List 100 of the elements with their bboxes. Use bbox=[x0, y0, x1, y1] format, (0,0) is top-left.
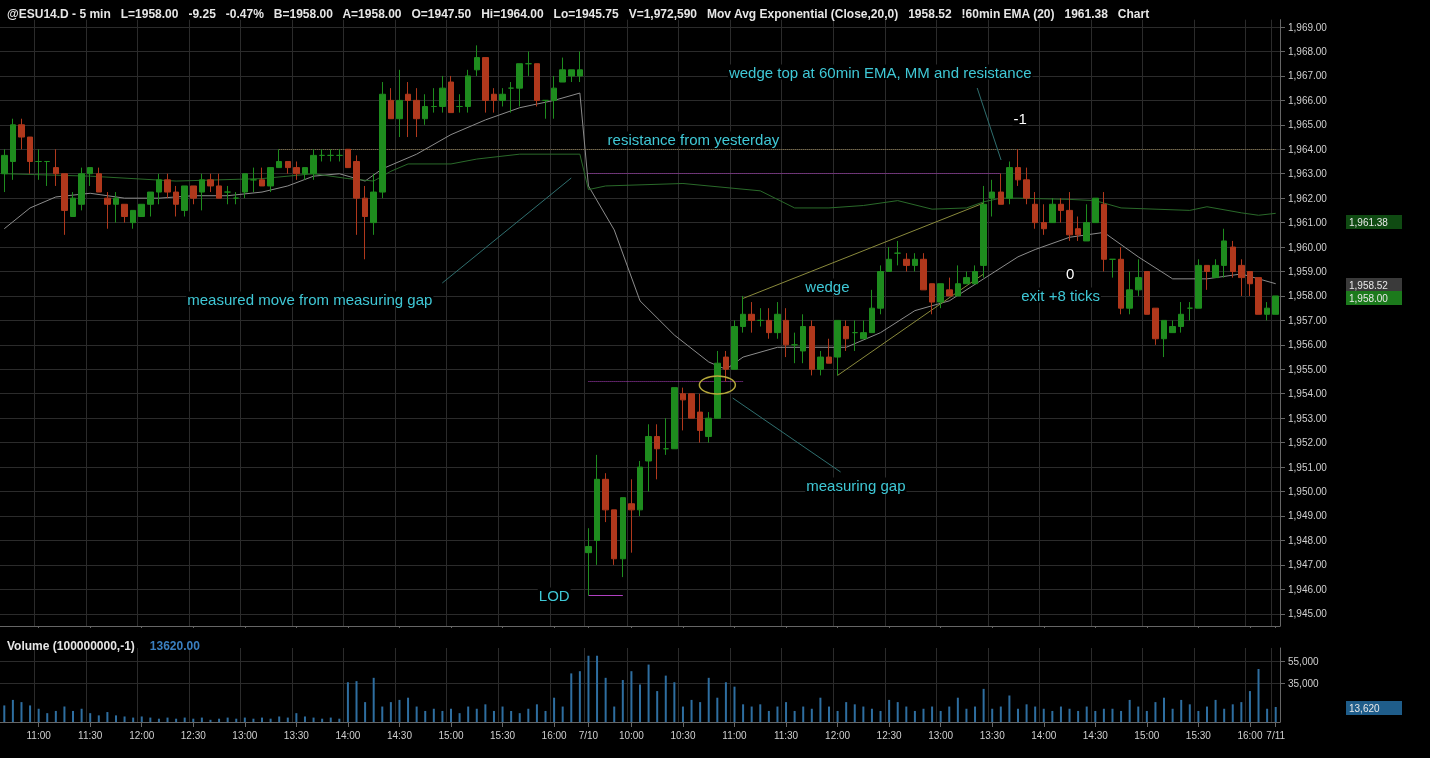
candlestick bbox=[474, 44, 480, 77]
candlestick bbox=[302, 167, 308, 181]
bar bbox=[1180, 699, 1183, 722]
chart-title: Volume (100000000,-1) bbox=[7, 639, 135, 653]
candlestick bbox=[216, 173, 222, 199]
y-tick-label: 1,963.00 bbox=[1288, 168, 1328, 180]
candlestick bbox=[559, 57, 566, 83]
candlestick bbox=[87, 167, 93, 187]
candlestick bbox=[491, 87, 497, 114]
candlestick bbox=[18, 118, 25, 150]
candlestick bbox=[826, 338, 832, 364]
annotation: measured move from measuring gap bbox=[187, 290, 433, 308]
y-tick-label: 1,956.00 bbox=[1288, 339, 1328, 351]
candlestick bbox=[1101, 191, 1107, 273]
x-tick-label: 12:00 bbox=[129, 729, 155, 741]
candlestick bbox=[1161, 319, 1167, 358]
bar bbox=[467, 706, 470, 722]
candlestick bbox=[757, 307, 764, 328]
bar bbox=[1128, 699, 1131, 722]
candlestick bbox=[1135, 258, 1142, 297]
x-tick-label: 16:00 bbox=[1237, 729, 1263, 741]
bar bbox=[716, 697, 719, 722]
candlestick bbox=[53, 148, 59, 187]
bar bbox=[982, 688, 985, 722]
x-tick-label: 15:30 bbox=[490, 729, 516, 741]
candlestick bbox=[645, 423, 652, 493]
candlestick bbox=[310, 148, 317, 181]
bar bbox=[1111, 708, 1114, 722]
bar bbox=[724, 682, 727, 722]
candlestick bbox=[1092, 197, 1099, 224]
candlestick bbox=[585, 527, 592, 596]
candlestick bbox=[731, 319, 738, 370]
candlestick bbox=[147, 191, 154, 217]
candlestick bbox=[894, 240, 901, 266]
bar bbox=[1257, 668, 1260, 722]
bar bbox=[699, 702, 702, 722]
candlestick bbox=[113, 191, 119, 224]
candlestick bbox=[121, 203, 128, 224]
candlestick bbox=[1, 148, 8, 193]
y-tick-label: 1,948.00 bbox=[1288, 534, 1328, 546]
candlestick bbox=[1178, 301, 1184, 334]
candlestick bbox=[1041, 203, 1047, 236]
bar bbox=[553, 697, 556, 722]
text: 13,620 bbox=[1349, 702, 1381, 714]
bar bbox=[89, 713, 92, 722]
y-tick-label: 1,958.00 bbox=[1288, 290, 1328, 302]
bar bbox=[974, 706, 977, 722]
bar bbox=[664, 675, 667, 722]
x-tick-label: 11:00 bbox=[722, 729, 748, 741]
bar bbox=[492, 710, 495, 722]
bar bbox=[140, 716, 143, 722]
candlestick bbox=[903, 252, 910, 273]
bar bbox=[114, 715, 117, 722]
bar bbox=[1120, 710, 1123, 722]
candlestick bbox=[766, 307, 772, 340]
bar bbox=[1085, 706, 1088, 722]
candlestick bbox=[353, 154, 360, 236]
candlestick bbox=[1075, 216, 1081, 242]
candlestick bbox=[920, 252, 927, 291]
candlestick bbox=[1049, 197, 1056, 224]
y-tick-label: 55,000 bbox=[1288, 655, 1320, 667]
bar bbox=[544, 710, 547, 722]
candlestick bbox=[336, 148, 343, 162]
bar bbox=[759, 704, 762, 722]
bar bbox=[398, 699, 401, 722]
x-tick-label: 13:00 bbox=[928, 729, 954, 741]
candlestick bbox=[594, 454, 600, 566]
bar bbox=[999, 706, 1002, 722]
bar bbox=[1248, 691, 1251, 722]
y-tick-label: 1,954.00 bbox=[1288, 388, 1328, 400]
bar bbox=[793, 710, 796, 722]
candlestick bbox=[671, 387, 678, 450]
candlestick bbox=[1221, 228, 1227, 279]
candlestick bbox=[499, 87, 506, 107]
bar bbox=[106, 712, 109, 722]
bar bbox=[690, 699, 693, 722]
candlestick bbox=[388, 87, 394, 120]
candlestick bbox=[611, 509, 617, 566]
candlestick bbox=[525, 50, 532, 77]
bar bbox=[450, 708, 453, 722]
bar bbox=[1231, 704, 1234, 722]
x-tick-label: 12:30 bbox=[180, 729, 207, 741]
bar bbox=[1205, 706, 1208, 722]
candlestick bbox=[1264, 301, 1270, 321]
bar bbox=[295, 713, 298, 722]
candlestick bbox=[568, 69, 575, 83]
candlestick bbox=[877, 264, 884, 315]
candlestick bbox=[35, 148, 42, 181]
x-tick-label: 11:30 bbox=[773, 729, 799, 741]
bar bbox=[1145, 710, 1148, 722]
candlestick bbox=[431, 87, 437, 114]
annotation: exit +8 ticks bbox=[1021, 286, 1100, 304]
bar bbox=[827, 706, 830, 722]
candlestick bbox=[602, 472, 609, 523]
text: 1,958.52 bbox=[1349, 279, 1389, 291]
bar bbox=[303, 716, 306, 722]
bar bbox=[1042, 708, 1045, 722]
candlestick bbox=[869, 289, 875, 334]
x-tick-label: 14:00 bbox=[335, 729, 361, 741]
bar bbox=[604, 677, 607, 722]
